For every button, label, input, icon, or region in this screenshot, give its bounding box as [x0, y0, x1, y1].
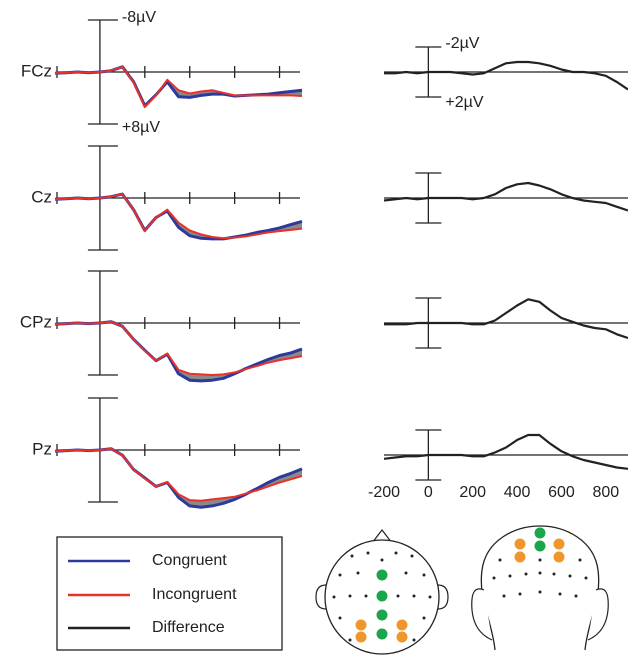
x-tick-label: 600 — [548, 484, 575, 501]
x-tick-label: 800 — [592, 484, 619, 501]
head-map-back — [471, 525, 609, 651]
electrode-label: FCz — [21, 61, 52, 80]
x-tick-label: -200 — [368, 484, 400, 501]
legend-box — [56, 536, 283, 651]
electrode-label: Pz — [32, 439, 52, 458]
legend-label: Incongruent — [152, 586, 237, 603]
y-tick-label: -2µV — [445, 35, 479, 52]
y-tick-label: +2µV — [445, 94, 483, 111]
waveform — [383, 433, 628, 470]
electrode-label: Cz — [31, 187, 52, 206]
legend-label: Difference — [152, 619, 225, 636]
waveform — [54, 193, 303, 240]
y-tick-label: -8µV — [122, 9, 156, 26]
waveform — [54, 65, 303, 109]
waveform — [54, 447, 303, 509]
waveform — [54, 447, 303, 502]
legend: Congruent Incongruent Difference — [56, 536, 283, 651]
waveform — [383, 181, 628, 212]
waveform — [54, 320, 303, 376]
electrode-label: CPz — [20, 312, 52, 331]
legend-label: Congruent — [152, 552, 227, 569]
x-tick-label: 400 — [504, 484, 531, 501]
waveform — [384, 298, 628, 340]
head-map-top — [315, 529, 449, 655]
x-tick-label: 200 — [459, 484, 486, 501]
y-tick-label: +8µV — [122, 119, 160, 136]
waveform — [384, 60, 628, 91]
x-tick-label: 0 — [424, 484, 433, 501]
waveform — [54, 320, 303, 383]
